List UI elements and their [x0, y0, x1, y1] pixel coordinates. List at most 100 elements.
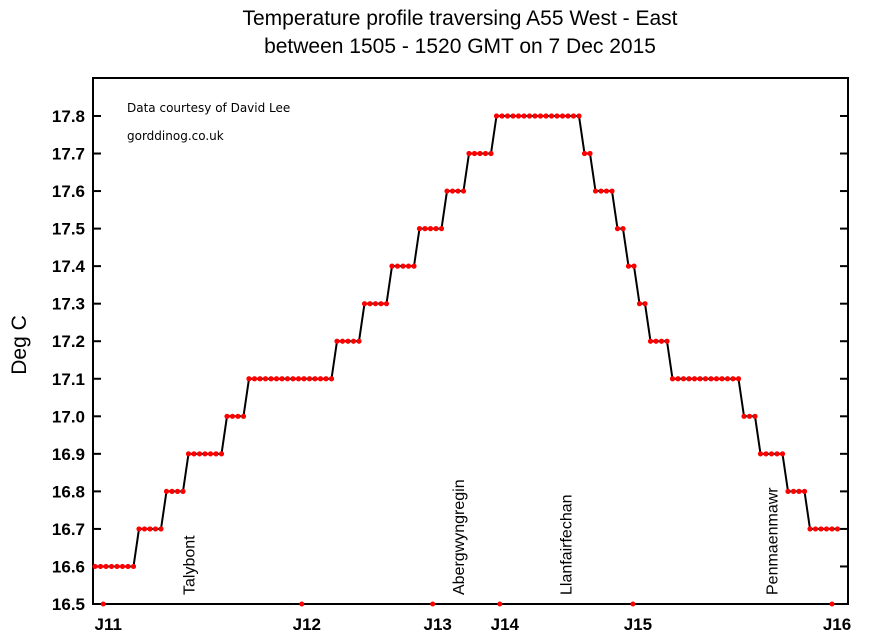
- data-point: [339, 338, 346, 344]
- data-point: [152, 526, 159, 532]
- data-point: [493, 113, 500, 119]
- data-point: [466, 150, 472, 157]
- data-point: [779, 451, 786, 457]
- y-tick-label: 16.5: [52, 595, 85, 614]
- data-point: [196, 451, 203, 457]
- data-point: [251, 376, 258, 382]
- data-point: [774, 451, 780, 457]
- data-point: [636, 301, 643, 307]
- data-point: [730, 376, 736, 382]
- junction-marker: [430, 601, 436, 607]
- data-point: [752, 413, 758, 419]
- junction-marker: [497, 601, 503, 607]
- data-point: [383, 301, 390, 307]
- data-point: [708, 376, 714, 382]
- data-point: [559, 113, 566, 119]
- chart-title: Temperature profile traversing A55 West …: [243, 7, 678, 30]
- data-point: [471, 150, 478, 157]
- data-point: [482, 150, 489, 157]
- data-point: [614, 226, 621, 232]
- annotation-website: gorddinog.co.uk: [127, 129, 224, 143]
- y-tick-label: 17.7: [52, 145, 85, 164]
- y-axis-label: Deg C: [8, 315, 31, 375]
- data-point: [136, 526, 142, 532]
- data-point: [548, 113, 555, 119]
- junction-marker: [100, 601, 106, 607]
- data-point: [554, 113, 560, 119]
- data-point: [647, 338, 654, 344]
- data-point: [642, 301, 648, 307]
- data-point: [449, 188, 456, 194]
- data-point: [306, 376, 313, 382]
- data-point: [103, 563, 109, 570]
- x-tick-label: J12: [293, 615, 321, 634]
- data-point: [163, 488, 170, 494]
- data-point: [97, 563, 104, 570]
- data-point: [180, 488, 186, 494]
- data-point: [658, 338, 665, 344]
- data-point: [141, 526, 148, 532]
- data-point: [367, 301, 373, 307]
- place-label: Talybont: [182, 535, 199, 595]
- data-point: [257, 376, 263, 382]
- data-point: [537, 113, 544, 119]
- data-point: [411, 263, 417, 269]
- data-point: [565, 113, 571, 119]
- y-tick-label: 17.6: [52, 182, 85, 201]
- y-tick-label: 17.3: [52, 295, 85, 314]
- data-point: [350, 338, 357, 344]
- data-point: [229, 413, 236, 419]
- chart-subtitle: between 1505 - 1520 GMT on 7 Dec 2015: [264, 35, 656, 58]
- data-point: [389, 263, 395, 269]
- data-point: [207, 451, 214, 457]
- data-point: [477, 150, 483, 157]
- y-tick-label: 16.7: [52, 520, 85, 539]
- data-point: [119, 563, 126, 570]
- annotation-credit: Data courtesy of David Lee: [127, 101, 290, 115]
- data-point: [691, 376, 698, 382]
- y-tick-label: 17.4: [52, 257, 86, 276]
- place-label: Llanfairfechan: [558, 494, 575, 595]
- data-point: [664, 338, 670, 344]
- data-point: [108, 563, 115, 570]
- data-point: [675, 376, 681, 382]
- y-tick-label: 17.0: [52, 407, 85, 426]
- data-point: [812, 526, 819, 532]
- data-point: [570, 113, 577, 119]
- data-point: [191, 451, 197, 457]
- data-point: [609, 188, 615, 194]
- data-point: [521, 113, 527, 119]
- data-point: [702, 376, 709, 382]
- data-point: [488, 150, 494, 157]
- data-point: [416, 226, 423, 232]
- data-point: [394, 263, 401, 269]
- y-tick-label: 17.1: [52, 370, 85, 389]
- junction-marker: [829, 601, 835, 607]
- data-point: [455, 188, 461, 194]
- data-point: [785, 488, 791, 494]
- y-tick-label: 17.8: [52, 107, 85, 126]
- data-point: [202, 451, 208, 457]
- data-point: [125, 563, 131, 570]
- data-point: [510, 113, 516, 119]
- data-point: [400, 263, 406, 269]
- data-point: [515, 113, 522, 119]
- y-tick-label: 16.6: [52, 557, 85, 576]
- place-label: Abergwyngregin: [451, 479, 468, 595]
- data-point: [719, 376, 725, 382]
- data-point: [345, 338, 351, 344]
- data-point: [669, 376, 676, 382]
- data-point: [169, 488, 175, 494]
- data-point: [268, 376, 274, 382]
- data-point: [757, 451, 764, 457]
- data-point: [290, 376, 296, 382]
- place-label: Penmaenmawr: [765, 487, 782, 595]
- data-point: [460, 188, 467, 194]
- data-point: [653, 338, 659, 344]
- data-point: [746, 413, 753, 419]
- y-tick-label: 17.5: [52, 220, 85, 239]
- data-point: [323, 376, 329, 382]
- x-tick-label: J11: [95, 615, 122, 634]
- data-point: [603, 188, 610, 194]
